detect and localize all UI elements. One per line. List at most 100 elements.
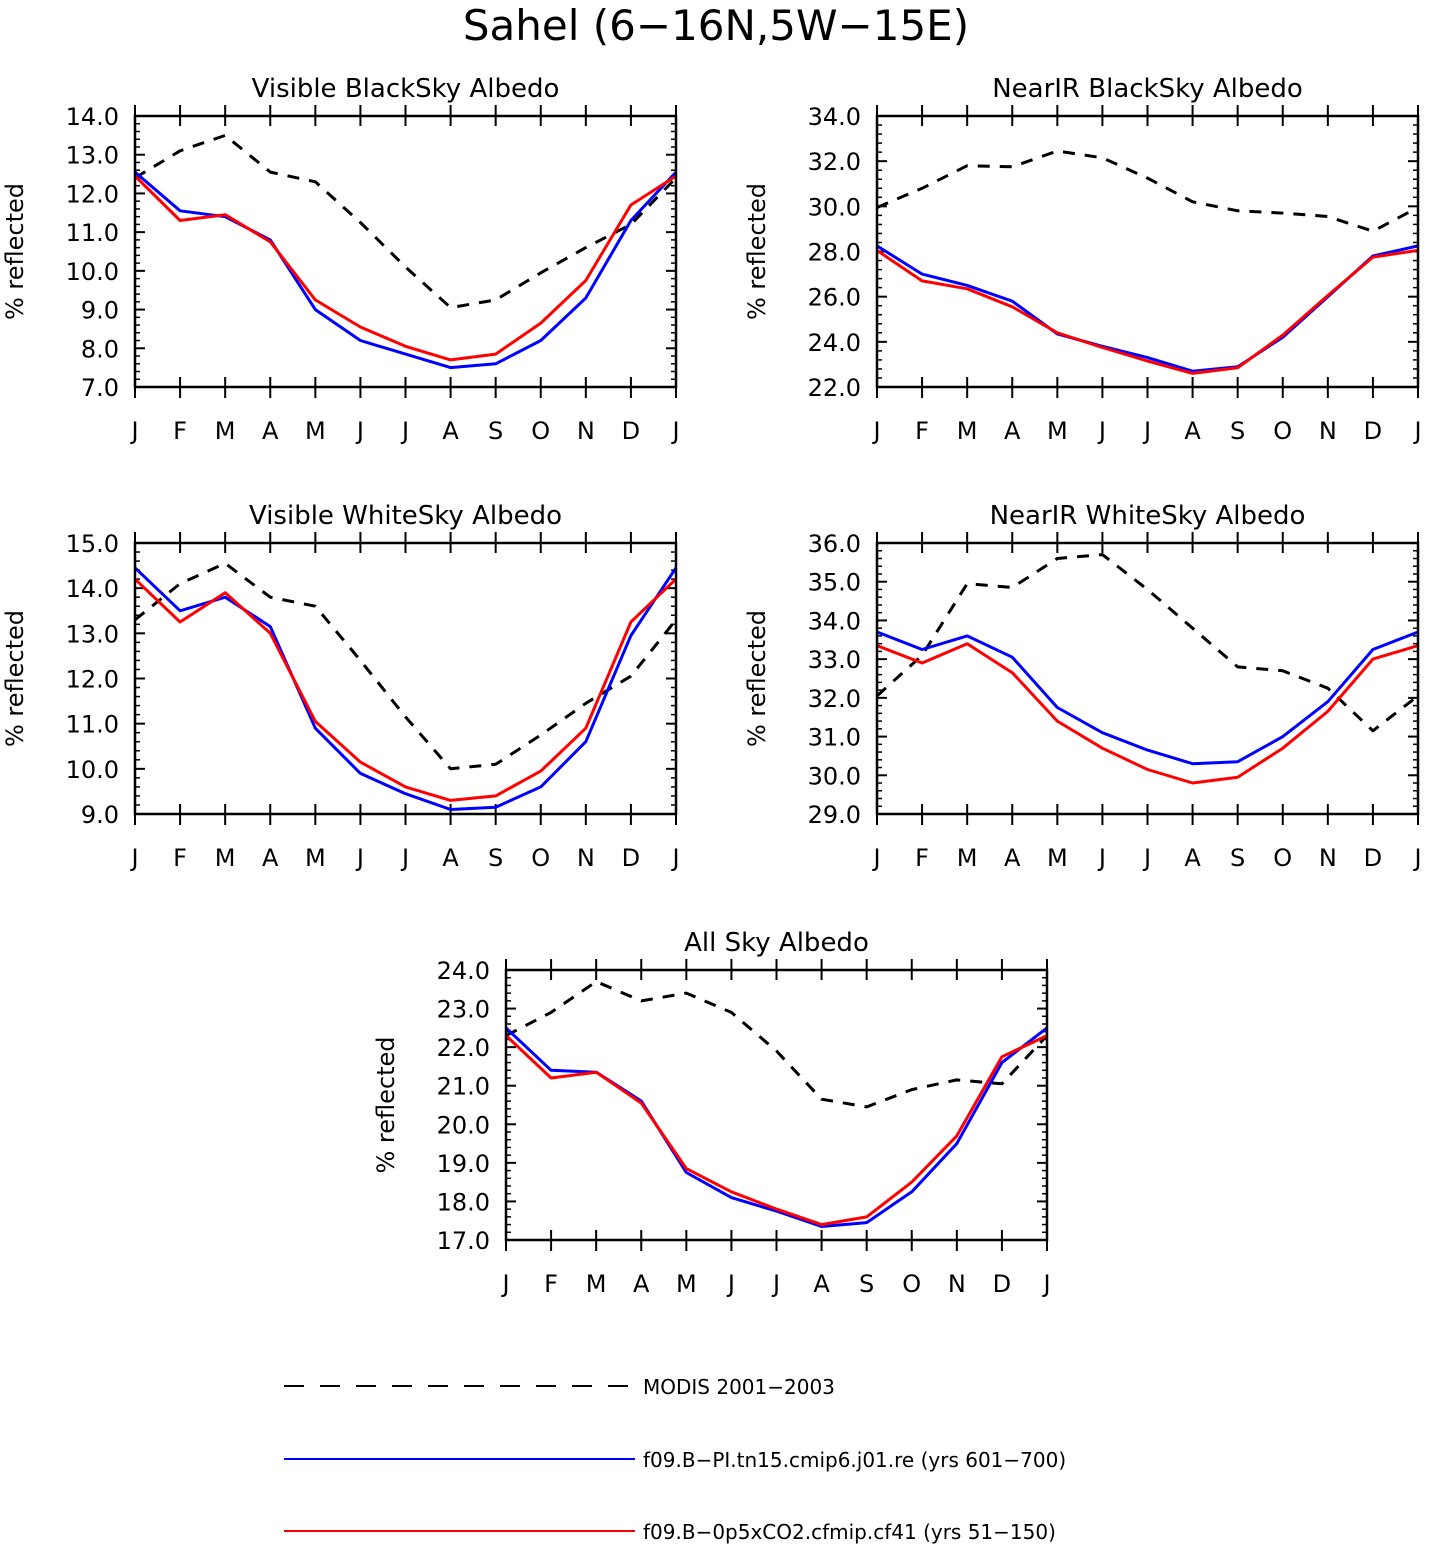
y-tick-label: 32.0 xyxy=(808,685,861,713)
x-tick-label: M xyxy=(676,1270,697,1298)
y-tick-label: 24.0 xyxy=(808,329,861,357)
y-tick-label: 22.0 xyxy=(808,374,861,402)
series-line-pi xyxy=(134,170,678,370)
y-tick-label: 34.0 xyxy=(808,607,861,635)
y-tick-label: 7.0 xyxy=(81,374,119,402)
figure-title: Sahel (6−16N,5W−15E) xyxy=(463,1,969,50)
x-tick-label: D xyxy=(993,1270,1011,1298)
x-tick-label: J xyxy=(500,1270,509,1298)
y-tick-label: 18.0 xyxy=(437,1188,490,1216)
plot-frame xyxy=(133,541,678,816)
x-tick-label: J xyxy=(670,844,679,872)
x-tick-label: D xyxy=(622,844,640,872)
panel-title: Visible BlackSky Albedo xyxy=(252,74,560,104)
x-tick-label: A xyxy=(262,844,279,872)
x-tick-label: A xyxy=(1184,844,1201,872)
x-tick-label: M xyxy=(215,417,236,445)
legend-label-pi: f09.B−PI.tn15.cmip6.j01.re (yrs 601−700) xyxy=(643,1448,1066,1472)
x-tick-label: A xyxy=(1184,417,1201,445)
x-tick-label: J xyxy=(400,844,409,872)
panel-title: All Sky Albedo xyxy=(684,928,869,958)
y-tick-label: 26.0 xyxy=(808,284,861,312)
x-tick-label: S xyxy=(488,417,503,445)
series-line-0p5xco2 xyxy=(876,642,1419,785)
x-tick-label: A xyxy=(1004,417,1021,445)
x-tick-label: O xyxy=(531,417,550,445)
y-tick-label: 30.0 xyxy=(808,762,861,790)
x-tick-label: J xyxy=(1142,417,1151,445)
x-tick-label: N xyxy=(1319,844,1337,872)
y-tick-label: 31.0 xyxy=(808,724,861,752)
x-tick-label: N xyxy=(577,844,595,872)
x-tick-label: M xyxy=(1047,844,1068,872)
plot-frame xyxy=(504,968,1049,1242)
x-tick-label: N xyxy=(948,1270,966,1298)
y-axis-label: % reflected xyxy=(372,1036,400,1173)
x-tick-label: O xyxy=(902,1270,921,1298)
y-tick-label: 21.0 xyxy=(437,1073,490,1101)
series-line-0p5xco2 xyxy=(504,1034,1048,1227)
x-tick-label: N xyxy=(577,417,595,445)
x-tick-label: J xyxy=(1097,417,1106,445)
series-line-0p5xco2 xyxy=(876,248,1419,375)
y-tick-label: 36.0 xyxy=(808,530,861,558)
x-tick-label: A xyxy=(813,1270,830,1298)
plot-frame xyxy=(875,541,1420,816)
y-tick-label: 14.0 xyxy=(66,575,119,603)
y-tick-label: 10.0 xyxy=(66,756,119,784)
y-tick-label: 24.0 xyxy=(437,957,490,985)
y-tick-label: 13.0 xyxy=(66,620,119,648)
x-tick-label: M xyxy=(957,417,978,445)
legend-label-0p5xco2: f09.B−0p5xCO2.cfmip.cf41 (yrs 51−150) xyxy=(643,1520,1056,1544)
y-tick-label: 9.0 xyxy=(81,801,119,829)
y-tick-label: 22.0 xyxy=(437,1034,490,1062)
y-tick-label: 8.0 xyxy=(81,335,119,363)
legend-label-modis: MODIS 2001−2003 xyxy=(643,1375,835,1399)
x-tick-label: J xyxy=(1412,417,1421,445)
y-tick-label: 9.0 xyxy=(81,297,119,325)
x-tick-label: S xyxy=(488,844,503,872)
plot-frame xyxy=(133,114,678,389)
y-tick-label: 20.0 xyxy=(437,1111,490,1139)
y-tick-label: 33.0 xyxy=(808,646,861,674)
x-tick-label: F xyxy=(173,417,187,445)
x-tick-label: A xyxy=(442,844,459,872)
series-line-0p5xco2 xyxy=(133,174,677,362)
series-line-pi xyxy=(876,630,1419,766)
y-tick-label: 23.0 xyxy=(437,996,490,1024)
x-tick-label: J xyxy=(771,1270,780,1298)
series-line-pi xyxy=(876,244,1419,373)
x-tick-label: M xyxy=(305,417,326,445)
x-tick-label: O xyxy=(531,844,550,872)
x-tick-label: A xyxy=(442,417,459,445)
series-line-modis xyxy=(134,133,678,310)
y-tick-label: 29.0 xyxy=(808,801,861,829)
y-tick-label: 11.0 xyxy=(66,711,119,739)
y-tick-label: 12.0 xyxy=(66,180,119,208)
x-tick-label: M xyxy=(215,844,236,872)
x-tick-label: S xyxy=(859,1270,874,1298)
y-axis-label: % reflected xyxy=(743,610,771,747)
x-tick-label: J xyxy=(355,844,364,872)
legend: MODIS 2001−2003 f09.B−PI.tn15.cmip6.j01.… xyxy=(284,1375,1066,1544)
x-tick-label: O xyxy=(1273,417,1292,445)
y-axis-label: % reflected xyxy=(1,183,29,320)
series-line-modis xyxy=(876,149,1419,233)
x-tick-label: J xyxy=(1142,844,1151,872)
x-tick-label: D xyxy=(622,417,640,445)
x-tick-label: J xyxy=(129,844,138,872)
y-tick-label: 32.0 xyxy=(808,148,861,176)
x-tick-label: S xyxy=(1230,844,1245,872)
x-tick-label: J xyxy=(1097,844,1106,872)
x-tick-label: A xyxy=(633,1270,650,1298)
x-tick-label: J xyxy=(1412,844,1421,872)
x-tick-label: J xyxy=(355,417,364,445)
x-tick-label: M xyxy=(957,844,978,872)
y-tick-label: 15.0 xyxy=(66,530,119,558)
x-tick-label: O xyxy=(1273,844,1292,872)
x-tick-label: F xyxy=(173,844,187,872)
y-tick-label: 13.0 xyxy=(66,142,119,170)
